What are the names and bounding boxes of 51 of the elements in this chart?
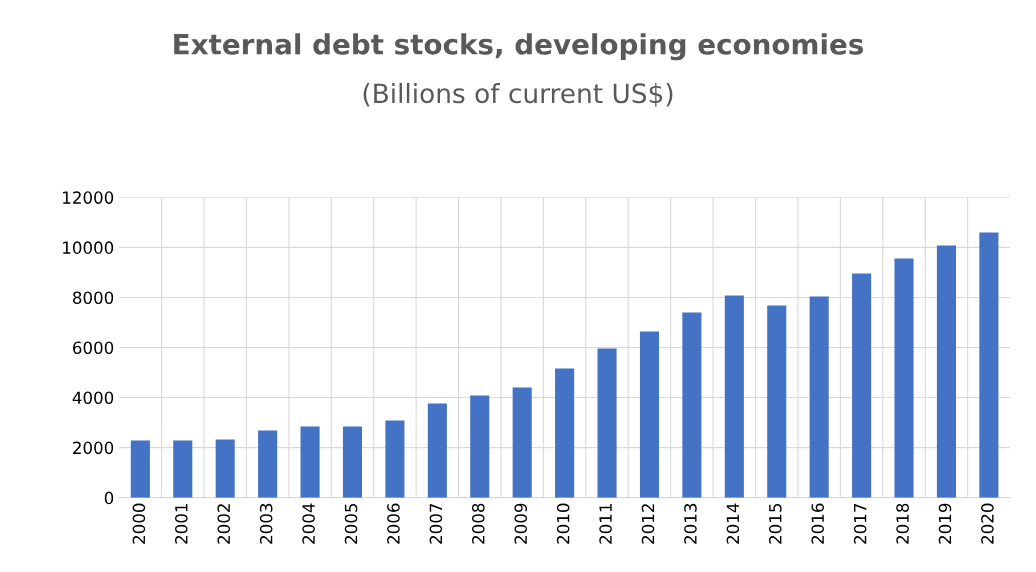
chart-title: External debt stocks, developing economies bbox=[174, 33, 864, 61]
x-tick-label: 2014 bbox=[726, 503, 740, 544]
y-tick-label: 0 bbox=[104, 491, 114, 505]
x-tick-label: 2000 bbox=[132, 503, 146, 544]
y-tick-label: 10000 bbox=[63, 241, 114, 254]
x-tick-label: 2006 bbox=[387, 503, 400, 544]
bar bbox=[385, 420, 405, 498]
x-tick-label: 2018 bbox=[896, 503, 909, 544]
x-tick-label: 2012 bbox=[641, 504, 655, 544]
x-tick-label: 2011 bbox=[599, 504, 612, 544]
bar bbox=[852, 273, 872, 498]
y-tick-label: 2000 bbox=[73, 441, 114, 455]
x-tick-label: 2013 bbox=[684, 503, 697, 544]
bar bbox=[894, 258, 914, 498]
bar bbox=[724, 295, 744, 498]
bar bbox=[979, 232, 999, 498]
x-tick-label: 2017 bbox=[853, 503, 867, 544]
bar bbox=[215, 439, 235, 498]
x-tick-label: 2001 bbox=[175, 504, 188, 544]
x-tick-label: 2016 bbox=[811, 503, 825, 544]
x-tick-label: 2003 bbox=[259, 503, 273, 544]
x-tick-label: 2005 bbox=[344, 503, 358, 544]
x-tick-label: 2007 bbox=[429, 503, 443, 544]
bar bbox=[130, 440, 150, 498]
bar bbox=[258, 430, 278, 498]
x-tick-label: 2020 bbox=[981, 503, 994, 544]
bar bbox=[809, 296, 829, 498]
y-tick-label: 8000 bbox=[72, 291, 114, 305]
bar bbox=[512, 387, 532, 498]
bar bbox=[342, 426, 363, 498]
x-tick-label: 2004 bbox=[302, 503, 315, 544]
bar bbox=[555, 368, 575, 498]
y-tick-label: 6000 bbox=[73, 341, 114, 355]
bar bbox=[682, 312, 702, 498]
bar bbox=[639, 331, 660, 498]
y-tick-label: 4000 bbox=[72, 391, 114, 405]
x-tick-label: 2002 bbox=[217, 504, 231, 544]
bar bbox=[470, 395, 490, 498]
x-tick-label: 2008 bbox=[472, 503, 485, 544]
x-tick-label: 2015 bbox=[768, 503, 782, 544]
x-tick-label: 2009 bbox=[514, 503, 528, 544]
bar bbox=[427, 403, 447, 498]
bar bbox=[597, 348, 617, 498]
x-tick-label: 2010 bbox=[556, 503, 570, 544]
bar bbox=[300, 426, 320, 498]
chart-subtitle: (Billions of current US$) bbox=[363, 82, 673, 107]
bar bbox=[173, 440, 193, 498]
x-tick-label: 2019 bbox=[938, 503, 952, 544]
y-tick-label: 12000 bbox=[63, 191, 114, 204]
bar bbox=[936, 245, 957, 498]
bar bbox=[767, 305, 787, 498]
